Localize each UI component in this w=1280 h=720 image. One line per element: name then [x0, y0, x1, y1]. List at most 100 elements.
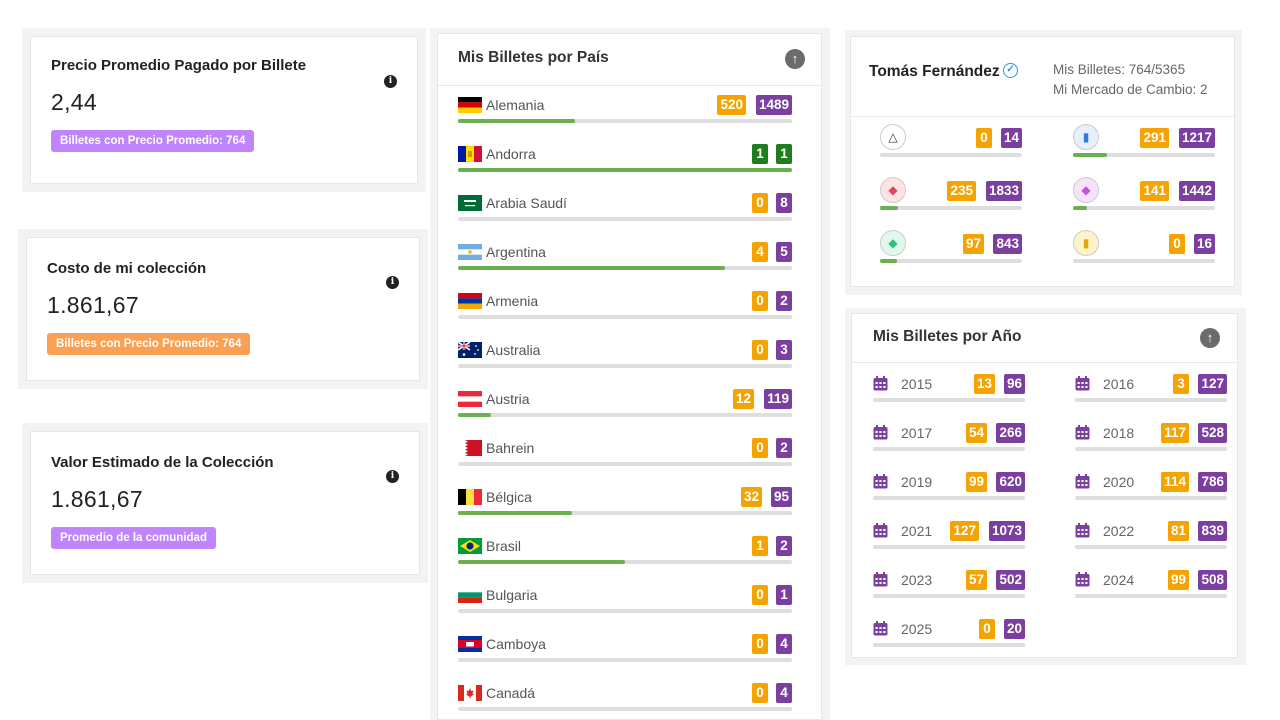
country-row-armenia[interactable]: Armenia 2 0 [458, 291, 792, 321]
year-row-2025[interactable]: 2025 20 0 [873, 619, 1025, 649]
count-badge: 0 [752, 438, 768, 458]
country-name: Andorra [486, 146, 536, 162]
country-name: Arabia Saudí [486, 195, 567, 211]
country-name: Bulgaria [486, 587, 538, 603]
country-row-argentina[interactable]: Argentina 5 4 [458, 242, 792, 272]
progress-bar [880, 259, 1022, 263]
count-badge: 839 [1198, 521, 1227, 541]
year-row-2018[interactable]: 2018 528 117 [1075, 423, 1227, 453]
country-row-bahrein[interactable]: Bahrein 2 0 [458, 438, 792, 468]
country-row-andorra[interactable]: Andorra 1 1 [458, 144, 792, 174]
progress-bar [458, 707, 792, 711]
country-row-alemania[interactable]: Alemania 1489 520 [458, 95, 792, 125]
collapse-up-icon[interactable]: ↑ [785, 49, 805, 69]
count-badge: 4 [776, 683, 792, 703]
progress-bar [873, 594, 1025, 598]
country-name: Bahrein [486, 440, 535, 456]
progress-bar [873, 643, 1025, 647]
country-name: Canadá [486, 685, 536, 701]
stat-badge: Billetes con Precio Promedio: 764 [51, 130, 255, 152]
count-badge: 235 [947, 181, 976, 201]
progress-bar [873, 447, 1025, 451]
progress-fill [458, 511, 572, 515]
count-badge: 95 [770, 487, 792, 507]
year-row-2022[interactable]: 2022 839 81 [1075, 521, 1227, 551]
year-label: 2018 [1103, 425, 1135, 441]
verified-icon: ✓ [1003, 63, 1018, 78]
stat-card-estimated-value: Valor Estimado de la Colección i 1.861,6… [30, 431, 420, 575]
count-badge: 1489 [755, 95, 792, 115]
year-row-2016[interactable]: 2016 127 3 [1075, 374, 1227, 404]
count-badge: 54 [965, 423, 987, 443]
red-gem-badge-icon: ◆ [880, 177, 906, 203]
country-row-bulgaria[interactable]: Bulgaria 1 0 [458, 585, 792, 615]
country-row-australia[interactable]: Australia 3 0 [458, 340, 792, 370]
year-row-2017[interactable]: 2017 266 54 [873, 423, 1025, 453]
count-badge: 1 [776, 144, 792, 164]
count-badge: 127 [1198, 374, 1227, 394]
info-icon[interactable]: i [384, 75, 397, 88]
count-badge: 20 [1003, 619, 1025, 639]
austria-flag-icon [458, 391, 482, 407]
country-row-bélgica[interactable]: Bélgica 95 32 [458, 487, 792, 517]
calendar-icon [1075, 474, 1090, 489]
calendar-icon [873, 621, 888, 636]
gem-stat-row: ▮ 1217 291 [1073, 124, 1215, 158]
stat-badge: Billetes con Precio Promedio: 764 [47, 333, 251, 355]
year-label: 2020 [1103, 474, 1135, 490]
year-row-2020[interactable]: 2020 786 114 [1075, 472, 1227, 502]
count-badge: 5 [776, 242, 792, 262]
stat-title: Precio Promedio Pagado por Billete [51, 57, 307, 74]
gem-stat-row: ▮ 16 0 [1073, 230, 1215, 264]
country-row-camboya[interactable]: Camboya 4 0 [458, 634, 792, 664]
count-badge: 96 [1003, 374, 1025, 394]
progress-bar [458, 511, 792, 515]
progress-bar [458, 119, 792, 123]
count-badge: 1 [776, 585, 792, 605]
stat-value: 1.861,67 [51, 486, 143, 512]
argentina-flag-icon [458, 244, 482, 260]
country-row-canadá[interactable]: Canadá 4 0 [458, 683, 792, 713]
year-row-2024[interactable]: 2024 508 99 [1075, 570, 1227, 600]
country-row-austria[interactable]: Austria 119 12 [458, 389, 792, 419]
count-badge: 3 [776, 340, 792, 360]
count-badge: 0 [752, 585, 768, 605]
progress-bar [458, 217, 792, 221]
belgium-flag-icon [458, 489, 482, 505]
count-badge: 117 [1161, 423, 1189, 443]
gem-stat-row: ◆ 1442 141 [1073, 177, 1215, 211]
years-panel-title: Mis Billetes por Año [873, 328, 1022, 345]
progress-bar [458, 315, 792, 319]
stat-card-collection-cost-wrap: Costo de mi colección i 1.861,67 Billete… [18, 229, 428, 389]
collapse-up-icon[interactable]: ↑ [1200, 328, 1220, 348]
count-badge: 2 [776, 438, 792, 458]
year-row-2015[interactable]: 2015 96 13 [873, 374, 1025, 404]
year-row-2023[interactable]: 2023 502 57 [873, 570, 1025, 600]
australia-flag-icon [458, 342, 482, 358]
count-badge: 119 [764, 389, 792, 409]
saudi-arabia-flag-icon [458, 195, 482, 211]
year-row-2021[interactable]: 2021 1073 127 [873, 521, 1025, 551]
count-badge: 508 [1198, 570, 1227, 590]
profile-name[interactable]: Tomás Fernández [869, 63, 1000, 80]
count-badge: 114 [1161, 472, 1189, 492]
germany-flag-icon [458, 97, 482, 113]
year-row-2019[interactable]: 2019 620 99 [873, 472, 1025, 502]
count-badge: 0 [752, 193, 768, 213]
gem-stat-row: ◆ 843 97 [880, 230, 1022, 264]
calendar-icon [1075, 572, 1090, 587]
progress-bar [1073, 206, 1215, 210]
count-badge: 12 [732, 389, 754, 409]
profile-mercado: Mi Mercado de Cambio: 2 [1053, 82, 1208, 97]
country-row-arabia saudí[interactable]: Arabia Saudí 8 0 [458, 193, 792, 223]
count-badge: 843 [993, 234, 1022, 254]
country-row-brasil[interactable]: Brasil 2 1 [458, 536, 792, 566]
info-icon[interactable]: i [386, 276, 399, 289]
count-badge: 266 [996, 423, 1025, 443]
year-label: 2017 [901, 425, 933, 441]
canada-flag-icon [458, 685, 482, 701]
info-icon[interactable]: i [386, 470, 399, 483]
count-badge: 0 [1169, 234, 1185, 254]
panel-divider [438, 85, 821, 86]
year-label: 2021 [901, 523, 933, 539]
